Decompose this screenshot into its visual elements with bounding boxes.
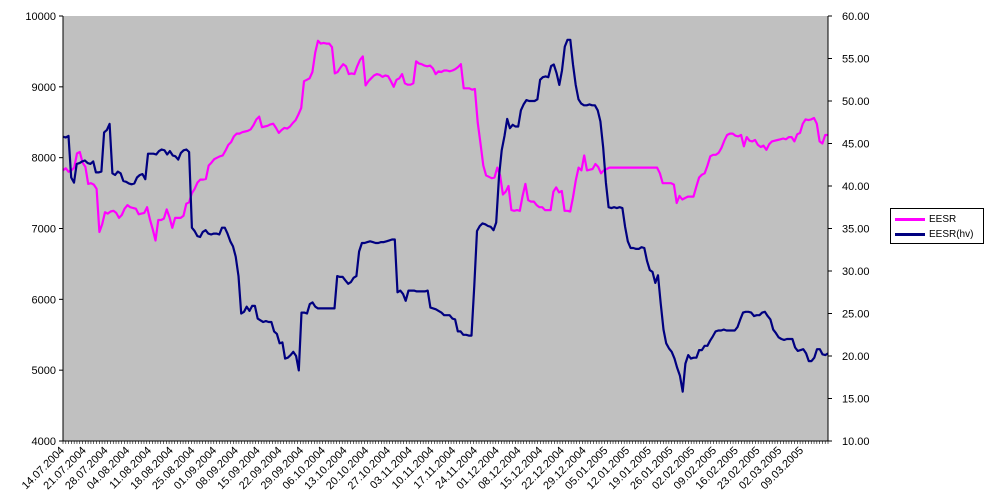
right-tick-label: 55.00 bbox=[842, 54, 870, 66]
right-tick-label: 25.00 bbox=[842, 309, 870, 321]
right-tick-label: 50.00 bbox=[842, 96, 870, 108]
right-tick-label: 45.00 bbox=[842, 139, 870, 151]
legend-item-eesr-hv: EESR(hv) bbox=[895, 227, 973, 241]
legend-label-eesr: EESR bbox=[929, 213, 957, 225]
left-tick-label: 7000 bbox=[32, 224, 56, 236]
right-tick-label: 30.00 bbox=[842, 266, 870, 278]
left-tick-label: 6000 bbox=[32, 294, 56, 306]
series-line-eesr-hv bbox=[62, 38, 829, 393]
right-tick-label: 60.00 bbox=[842, 11, 870, 23]
right-tick-label: 35.00 bbox=[842, 224, 870, 236]
right-tick-label: 20.00 bbox=[842, 351, 870, 363]
left-tick-label: 5000 bbox=[32, 365, 56, 377]
series-layer bbox=[62, 38, 829, 393]
right-tick-label: 40.00 bbox=[842, 181, 870, 193]
left-tick-label: 9000 bbox=[32, 82, 56, 94]
legend-swatch-eesr bbox=[895, 217, 925, 221]
legend-swatch-eesr-hv bbox=[895, 232, 925, 236]
plot-area bbox=[63, 16, 828, 441]
right-tick-label: 15.00 bbox=[842, 394, 870, 406]
left-tick-label: 10000 bbox=[25, 11, 56, 23]
left-tick-label: 8000 bbox=[32, 153, 56, 165]
legend-item-eesr: EESR bbox=[895, 212, 956, 226]
legend: EESR EESR(hv) bbox=[890, 208, 984, 244]
right-tick-label: 10.00 bbox=[842, 436, 870, 448]
left-tick-label: 4000 bbox=[32, 436, 56, 448]
legend-label-eesr-hv: EESR(hv) bbox=[929, 228, 974, 240]
